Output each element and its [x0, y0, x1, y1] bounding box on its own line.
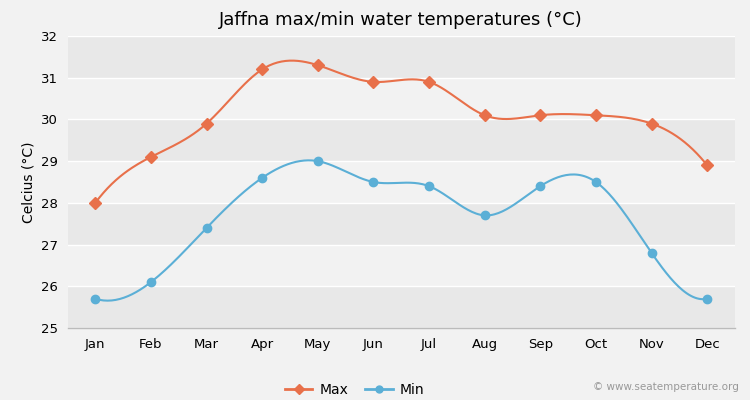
Legend: Max, Min: Max, Min — [279, 378, 430, 400]
Bar — [68, 78, 735, 120]
Text: © www.seatemperature.org: © www.seatemperature.org — [592, 382, 739, 392]
Bar — [68, 161, 735, 203]
Title: Jaffna max/min water temperatures (°C): Jaffna max/min water temperatures (°C) — [219, 11, 584, 29]
Bar — [68, 244, 735, 286]
Bar — [68, 36, 735, 78]
Bar — [68, 120, 735, 161]
Y-axis label: Celcius (°C): Celcius (°C) — [21, 141, 35, 223]
Bar — [68, 203, 735, 244]
Bar — [68, 286, 735, 328]
